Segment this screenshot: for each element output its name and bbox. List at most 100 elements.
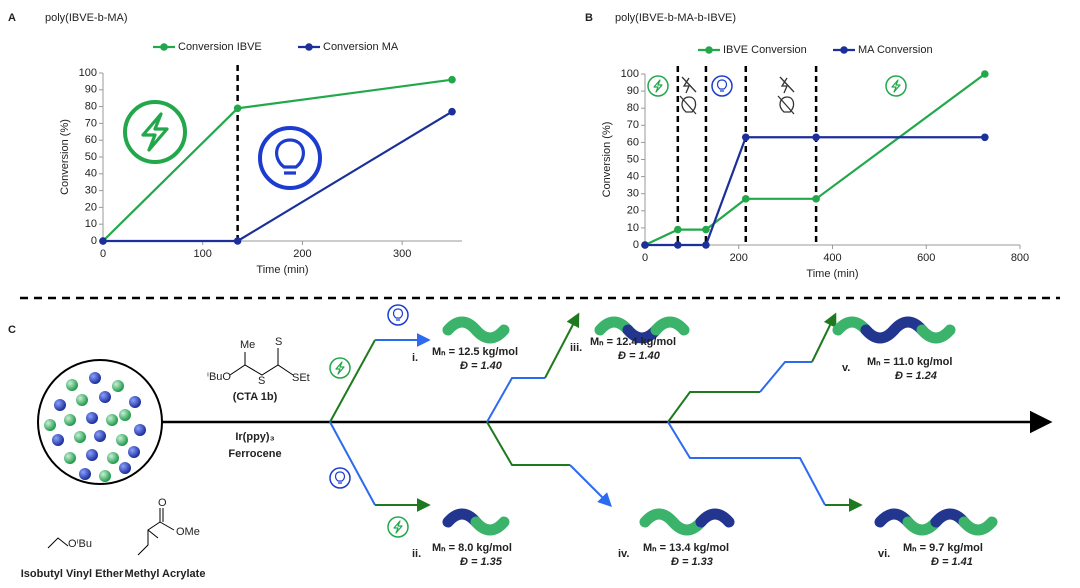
monomer-dot (76, 394, 88, 406)
off-icon (681, 76, 697, 94)
data-point (233, 104, 242, 113)
bolt (653, 79, 663, 93)
data-point (702, 225, 710, 234)
monomer-dot (116, 434, 128, 446)
y-tick-label: 90 (85, 84, 97, 96)
product-dispersity: Đ = 1.40 (618, 350, 661, 362)
light-icon (258, 126, 322, 190)
x-tick-label: 300 (393, 248, 411, 260)
data-point (981, 70, 989, 78)
legend-label: Conversion IBVE (178, 41, 262, 53)
panel-label: B (585, 12, 593, 24)
polymer-segment (916, 324, 956, 344)
monomer-dot (89, 372, 101, 384)
y-tick-label: 10 (627, 222, 639, 234)
struct-label: SEt (292, 372, 310, 384)
x-tick-label: 600 (917, 252, 935, 264)
data-point (741, 133, 750, 142)
product-id: ii. (412, 548, 421, 560)
data-point (741, 195, 750, 203)
x-axis-label: Time (min) (806, 268, 858, 280)
y-tick-label: 40 (85, 168, 97, 180)
data-point (641, 241, 649, 249)
monomer-name: Methyl Acrylate (125, 568, 206, 580)
product-id: i. (412, 352, 418, 364)
monomer-dot (86, 412, 98, 424)
product-mn: Mₙ = 12.5 kg/mol (432, 346, 518, 358)
y-tick-label: 0 (633, 239, 639, 251)
legend-marker (705, 46, 713, 54)
monomer-dot (74, 431, 86, 443)
monomer-dot (107, 452, 119, 464)
data-point (812, 133, 820, 142)
data-point (674, 225, 682, 234)
struct-label: S (258, 375, 265, 387)
off-icon (679, 95, 697, 115)
data-point (99, 237, 107, 245)
y-tick-label: 40 (627, 171, 639, 183)
chart-title: poly(IBVE-b-MA) (45, 12, 128, 24)
polymer-segment (470, 324, 510, 344)
product-id: v. (842, 362, 850, 374)
monomer-dot (79, 468, 91, 480)
monomer-dot (86, 449, 98, 461)
monomer-dot (54, 399, 66, 411)
bolt (393, 520, 403, 534)
legend-label: Conversion MA (323, 41, 399, 53)
x-tick-label: 0 (642, 252, 648, 264)
polymer-segment (650, 316, 690, 336)
reagent: (CTA 1b) (233, 391, 278, 403)
y-tick-label: 20 (627, 205, 639, 217)
struct-label: OⁱBu (68, 538, 92, 550)
series-line (645, 136, 985, 247)
panel-label: C (8, 324, 16, 336)
data-point (448, 75, 456, 84)
bulb (716, 79, 728, 92)
panel-label: A (8, 12, 16, 24)
bulb (275, 138, 305, 175)
y-tick-label: 60 (85, 134, 97, 146)
off-icon (777, 95, 795, 115)
y-axis-label: Conversion (%) (601, 122, 613, 198)
monomer-dot (134, 424, 146, 436)
monomer-dot (64, 414, 76, 426)
legend-marker (160, 43, 168, 51)
monomer-dot (99, 391, 111, 403)
legend-label: IBVE Conversion (723, 44, 807, 56)
light-icon (329, 467, 351, 489)
y-tick-label: 30 (85, 185, 97, 197)
product-mn: Mₙ = 9.7 kg/mol (903, 542, 983, 554)
product-id: vi. (878, 548, 890, 560)
light-icon (123, 100, 187, 164)
data-point (702, 241, 710, 249)
product-dispersity: Đ = 1.24 (895, 370, 937, 382)
y-tick-label: 20 (85, 201, 97, 213)
polymers (442, 316, 998, 536)
y-tick-label: 80 (627, 102, 639, 114)
bolt (335, 361, 345, 375)
y-axis-label: Conversion (%) (59, 119, 71, 195)
reagent: Ferrocene (228, 448, 281, 460)
x-tick-label: 400 (823, 252, 841, 264)
product-mn: Mₙ = 12.4 kg/mol (590, 336, 676, 348)
monomer-dot (119, 409, 131, 421)
bolt (141, 112, 169, 152)
x-tick-label: 100 (194, 248, 212, 260)
monomer-dot (106, 414, 118, 426)
x-axis-label: Time (min) (256, 264, 308, 276)
data-point (812, 195, 820, 203)
struct-label: S (275, 336, 282, 348)
y-tick-label: 0 (91, 235, 97, 247)
x-tick-label: 800 (1011, 252, 1029, 264)
icons (123, 75, 907, 538)
struct-label: O (158, 497, 167, 509)
monomer-dot (52, 434, 64, 446)
monomer-dot (112, 380, 124, 392)
monomer-dots (44, 372, 146, 482)
product-dispersity: Đ = 1.40 (460, 360, 503, 372)
product-mn: Mₙ = 8.0 kg/mol (432, 542, 512, 554)
data-point (981, 133, 989, 142)
legend-marker (305, 43, 313, 51)
light-icon (387, 516, 409, 538)
